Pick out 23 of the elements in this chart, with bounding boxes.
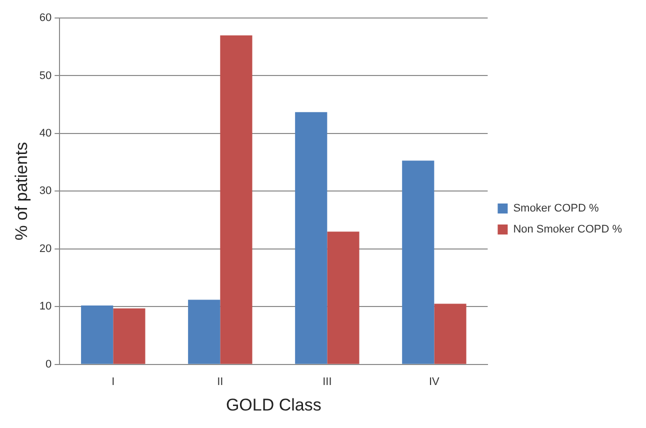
x-axis-title: GOLD Class — [226, 395, 322, 414]
x-tick-label: IV — [428, 376, 440, 388]
y-tick-label: 50 — [39, 70, 52, 82]
x-tick-label: III — [322, 376, 332, 388]
y-tick-label: 30 — [39, 185, 52, 198]
bar — [81, 306, 114, 364]
bar — [113, 308, 146, 364]
y-tick-label: 20 — [39, 242, 52, 255]
x-tick-label: I — [112, 376, 115, 388]
bar — [434, 304, 466, 364]
bar — [188, 300, 220, 364]
legend-label: Non Smoker COPD % — [513, 224, 622, 236]
bar — [220, 35, 252, 364]
bar — [327, 232, 360, 364]
legend-label: Smoker COPD % — [513, 202, 599, 215]
y-tick-label: 40 — [39, 128, 52, 140]
bar — [295, 112, 328, 364]
y-tick-label: 60 — [39, 12, 52, 24]
y-tick-label: 0 — [46, 358, 52, 370]
y-tick-label: 10 — [39, 300, 52, 313]
x-tick-label: II — [217, 376, 224, 388]
bar — [402, 160, 434, 364]
y-axis-title: % of patients — [12, 142, 31, 240]
